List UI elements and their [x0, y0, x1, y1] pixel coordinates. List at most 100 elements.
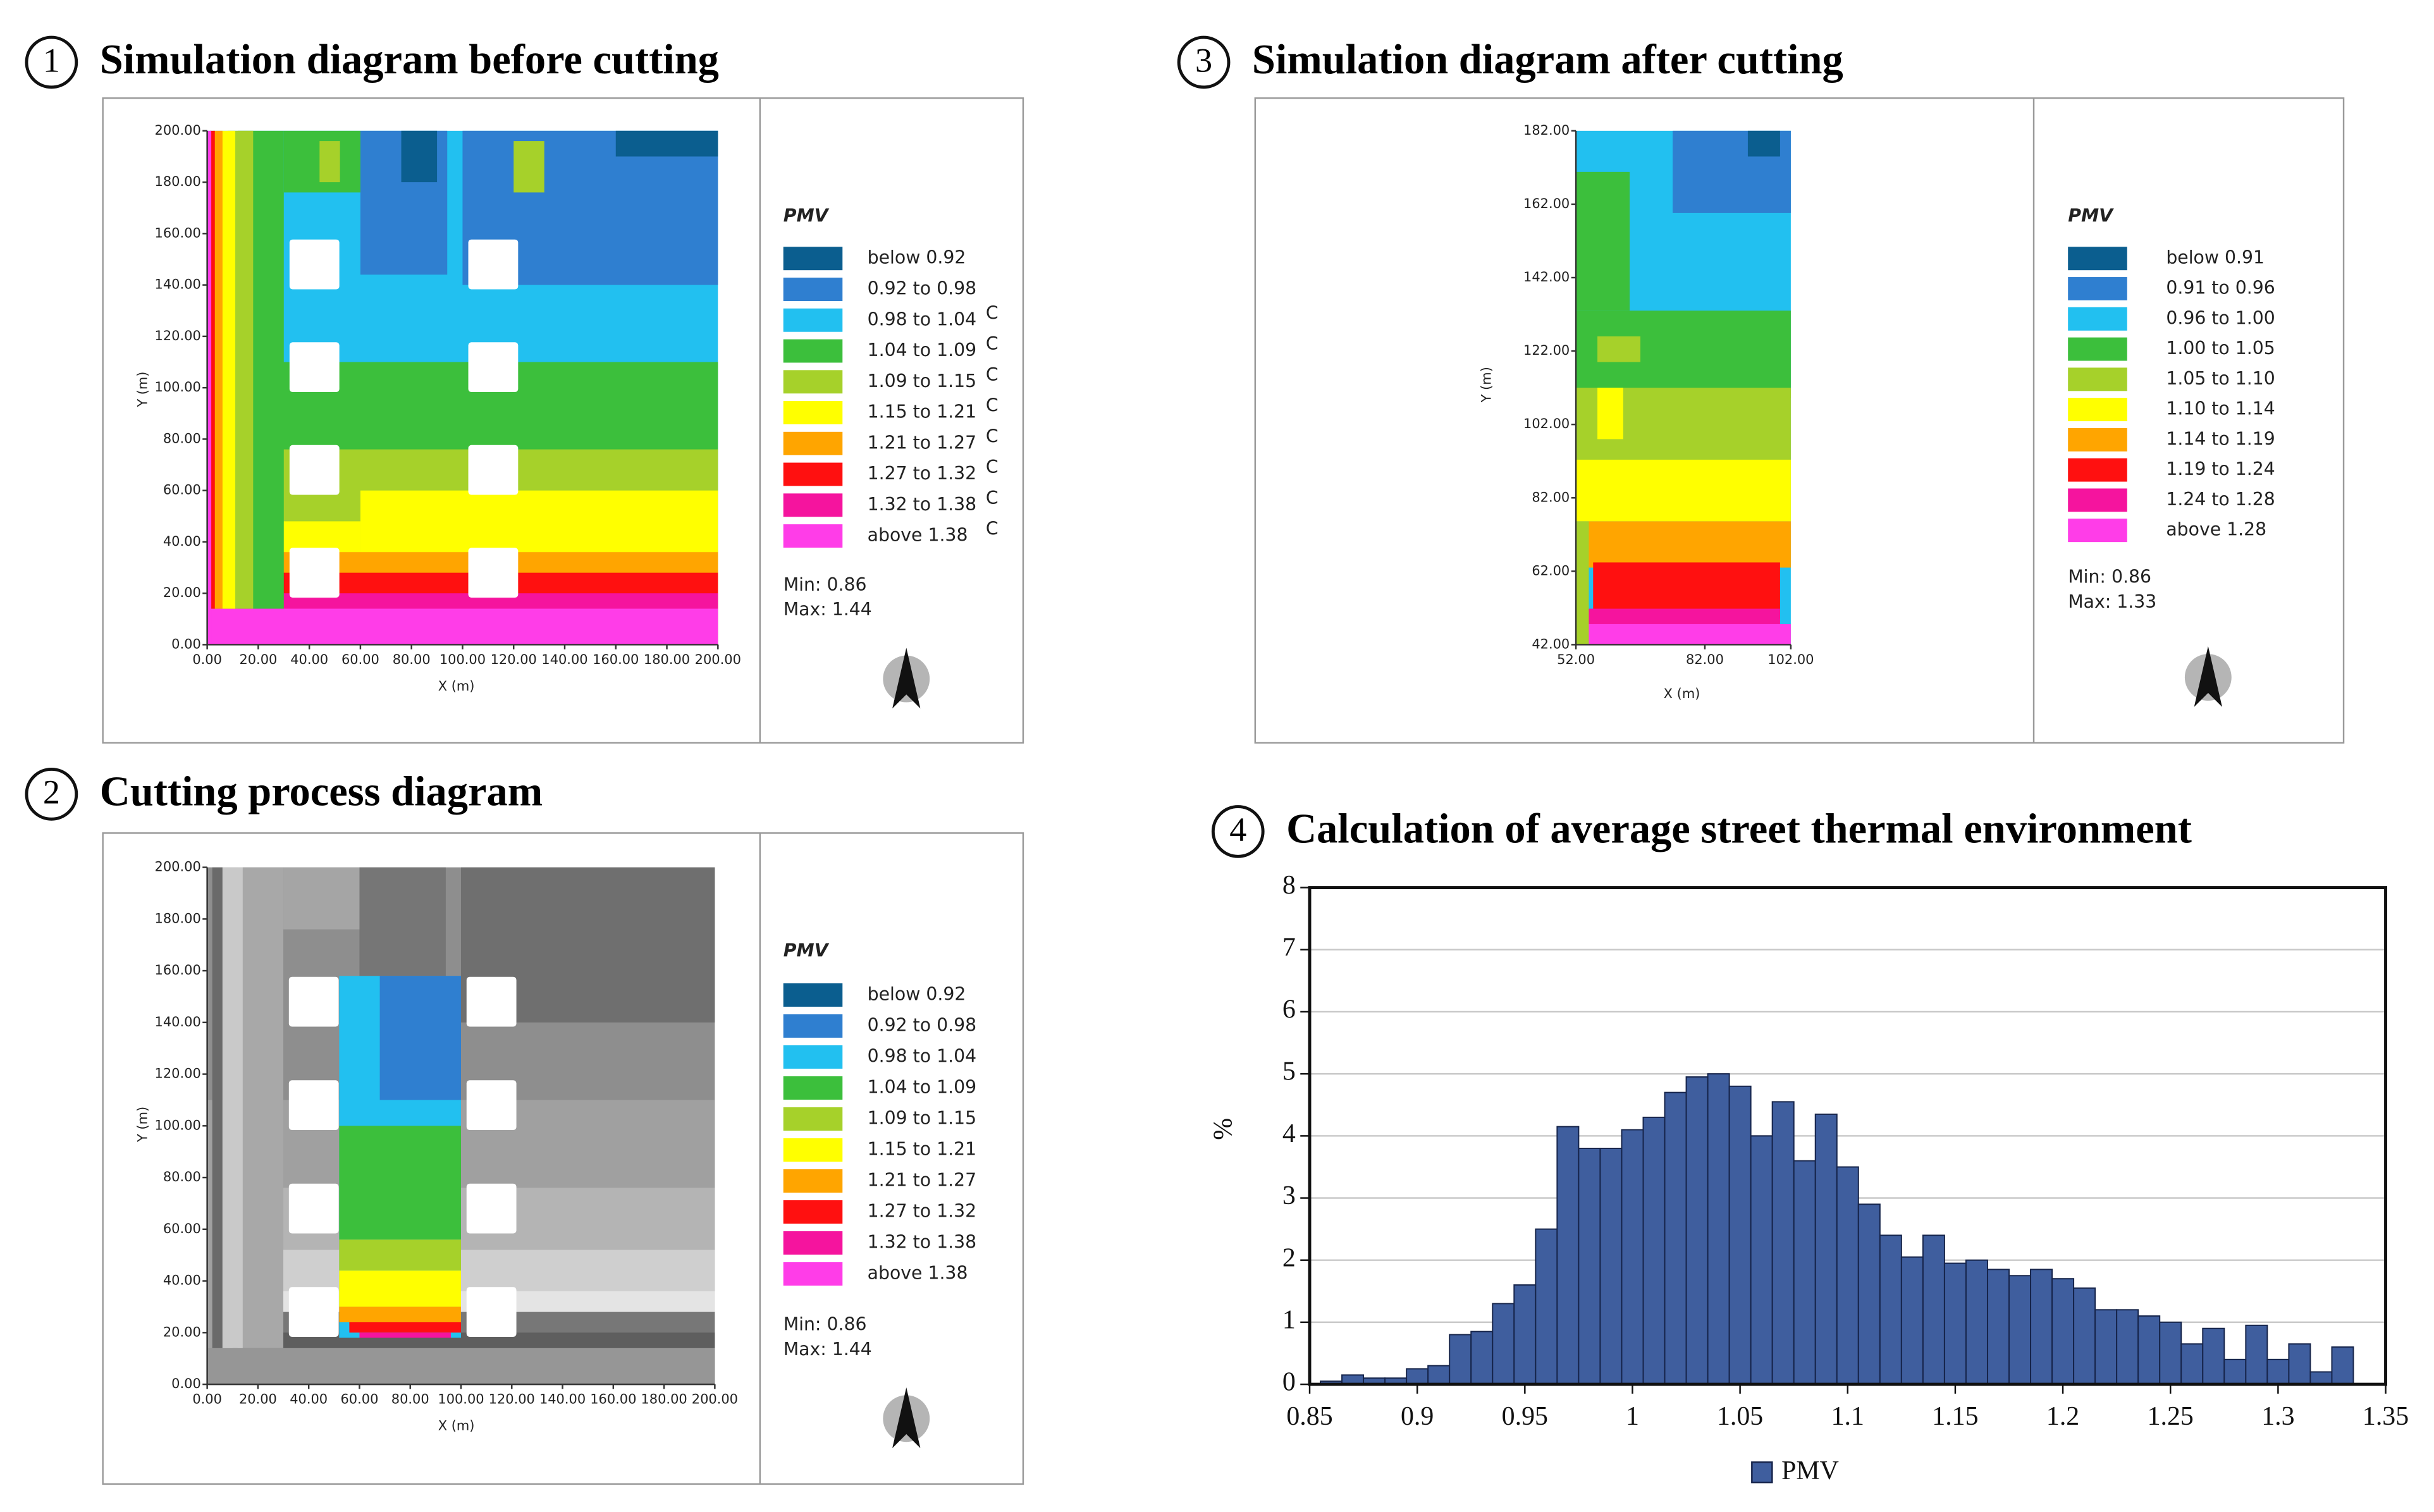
field-region: [379, 976, 461, 1100]
x-axis-label: X (m): [1664, 686, 1700, 701]
y-tick-label: 100.00: [155, 1117, 201, 1133]
bar: [1943, 1262, 1967, 1386]
y-tick-label: 0.00: [171, 636, 201, 651]
x-tick-label: 80.00: [391, 1392, 429, 1407]
field-region: [283, 867, 360, 930]
number-badge: [25, 35, 78, 89]
number-badge: [1211, 805, 1265, 858]
x-tick-label: 1.1: [1831, 1402, 1864, 1431]
field-region: [210, 130, 215, 609]
legend-swatch: [783, 1200, 843, 1224]
y-tick-label: 60.00: [163, 482, 201, 498]
legend-title: PMV: [784, 940, 830, 961]
y-tick-label: 140.00: [155, 1014, 201, 1030]
legend-label: 1.15 to 1.21: [868, 1138, 976, 1159]
panel-number: 1: [43, 41, 60, 79]
building: [468, 239, 519, 290]
legend-label: 1.15 to 1.21: [868, 402, 976, 422]
legend-label: 1.27 to 1.32: [868, 1200, 976, 1221]
legend-swatch: [2068, 458, 2127, 482]
bar: [2116, 1309, 2139, 1386]
field-region: [1597, 336, 1641, 362]
x-tick-label: 160.00: [590, 1392, 636, 1407]
y-tick-label: 5: [1282, 1057, 1296, 1086]
bar: [2288, 1343, 2311, 1386]
panel-frame: [102, 832, 1024, 1485]
legend-swatch: [2068, 519, 2127, 543]
bar: [1685, 1076, 1709, 1386]
legend-swatch: [1751, 1461, 1773, 1484]
bar: [1922, 1234, 1945, 1386]
field-region: [339, 1239, 461, 1271]
y-tick-label: 102.00: [1523, 416, 1570, 431]
legend-label: 1.21 to 1.27: [868, 1169, 976, 1190]
legend-label: 1.04 to 1.09: [868, 1076, 976, 1097]
bar: [2051, 1278, 2075, 1386]
legend-swatch: [783, 524, 843, 548]
building: [289, 548, 340, 598]
bar: [1728, 1085, 1752, 1386]
x-tick-label: 140.00: [539, 1392, 586, 1407]
stat-label: Max: 1.33: [2068, 591, 2156, 612]
bar: [1814, 1113, 1838, 1386]
y-tick-label: 120.00: [155, 1066, 201, 1081]
y-tick-label: 100.00: [155, 379, 201, 395]
y-tick-label: 120.00: [155, 328, 201, 343]
legend-swatch: [783, 1107, 843, 1131]
bar: [1771, 1101, 1795, 1386]
panel-number: 2: [43, 773, 60, 811]
legend-label: 0.98 to 1.04: [868, 1045, 976, 1066]
field-region: [359, 1332, 451, 1338]
y-tick-label: 42.00: [1532, 636, 1570, 651]
bar: [1535, 1228, 1558, 1386]
x-tick-label: 140.00: [541, 652, 587, 667]
legend-swatch: [783, 1169, 843, 1193]
legend-swatch: [783, 462, 843, 486]
y-tick-label: 7: [1282, 933, 1296, 962]
x-tick-label: 200.00: [692, 1392, 738, 1407]
field-region: [1747, 130, 1780, 157]
field-region: [207, 608, 718, 645]
stat-label: Max: 1.44: [784, 1339, 872, 1360]
bar: [1965, 1259, 1988, 1386]
x-tick-label: 100.00: [439, 652, 486, 667]
legend-label: 1.32 to 1.38: [868, 494, 976, 515]
legend-swatch: [783, 1138, 843, 1162]
bar: [2266, 1358, 2290, 1386]
field-region: [237, 867, 284, 1348]
y-axis-label: Y (m): [135, 1107, 151, 1143]
x-tick-label: 52.00: [1557, 652, 1595, 667]
stat-label: Min: 0.86: [2068, 567, 2151, 587]
x-tick-label: 120.00: [491, 652, 537, 667]
plot-frame: [1308, 886, 2388, 1386]
building: [466, 1287, 517, 1337]
bar: [1900, 1256, 1924, 1386]
legend-swatch: [783, 431, 843, 455]
y-tick-label: 140.00: [155, 277, 201, 292]
bar: [1836, 1166, 1859, 1386]
legend-title: PMV: [2068, 205, 2114, 226]
y-tick-label: 0.00: [171, 1376, 201, 1391]
legend-label: 1.09 to 1.15: [868, 1107, 976, 1128]
field-region: [1576, 459, 1791, 522]
legend-swatch: [783, 1231, 843, 1255]
legend-swatch: [783, 1045, 843, 1069]
bar: [2030, 1269, 2053, 1386]
legend-label: above 1.28: [2166, 519, 2266, 540]
x-tick-label: 0.95: [1502, 1402, 1548, 1431]
x-tick-label: 82.00: [1686, 652, 1724, 667]
x-tick-label: 1.05: [1717, 1402, 1763, 1431]
bar: [1449, 1334, 1472, 1386]
bar: [1707, 1073, 1730, 1386]
legend-label: below 0.92: [868, 247, 966, 268]
x-tick-label: 1.25: [2148, 1402, 2194, 1431]
stat-label: Min: 0.86: [784, 1314, 867, 1335]
x-tick-label: 60.00: [340, 1392, 378, 1407]
legend-swatch: [783, 370, 843, 394]
field-region: [349, 1322, 461, 1333]
y-tick-label: 62.00: [1532, 563, 1570, 578]
legend-label: below 0.92: [868, 983, 966, 1004]
north-arrow: [2194, 646, 2222, 707]
bar: [2223, 1358, 2247, 1386]
